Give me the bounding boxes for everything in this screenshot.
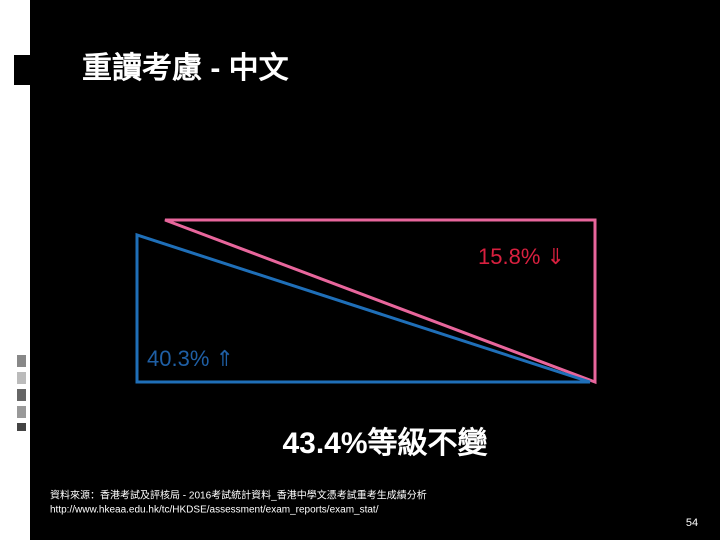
source-text: 資料來源：香港考試及評核局 - 2016考試統計資料_香港中學文憑考試重考生成績… bbox=[50, 489, 427, 502]
page-number: 54 bbox=[686, 517, 698, 529]
title: 重讀考慮 - 中文 bbox=[82, 51, 289, 85]
side-decoration bbox=[17, 389, 26, 401]
increase-triangle bbox=[135, 232, 591, 384]
side-decoration bbox=[17, 406, 26, 418]
increase-label: 40.3% ⇑ bbox=[147, 346, 234, 371]
slide-background bbox=[30, 0, 720, 540]
unchanged-label: 43.4%等級不變 bbox=[282, 426, 487, 460]
source-url: http://www.hkeaa.edu.hk/tc/HKDSE/assessm… bbox=[50, 505, 379, 516]
side-decoration bbox=[17, 355, 26, 367]
side-decoration bbox=[17, 372, 26, 384]
side-decoration bbox=[17, 423, 26, 431]
decrease-triangle bbox=[164, 218, 597, 385]
title-marker bbox=[14, 55, 30, 85]
decrease-label: 15.8% ⇓ bbox=[478, 244, 565, 269]
